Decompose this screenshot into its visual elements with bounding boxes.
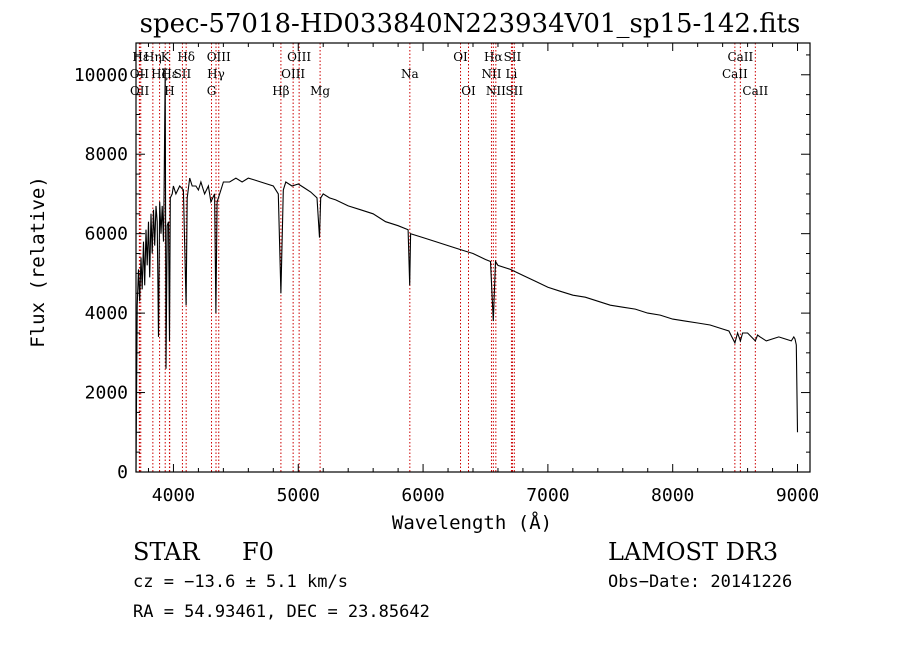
line-marker-label: Hδ	[177, 50, 195, 64]
line-marker-label: H	[164, 84, 174, 98]
x-tick-label: 8000	[651, 485, 694, 506]
line-marker-label: SII	[174, 67, 192, 81]
x-tick-label: 5000	[277, 485, 320, 506]
line-marker-label: NII	[481, 67, 501, 81]
plot-frame	[135, 42, 811, 473]
line-marker-label: CaII	[722, 67, 748, 81]
line-markers	[138, 43, 756, 472]
line-marker-label: Li	[506, 67, 518, 81]
line-marker-label: NII	[486, 84, 506, 98]
y-tick-label: 4000	[85, 303, 128, 324]
line-marker-label: OI	[453, 50, 468, 64]
line-marker-label: Hα	[484, 50, 503, 64]
obs-date-text: Obs−Date: 20141226	[608, 572, 793, 592]
line-marker-label: Hζ	[151, 67, 168, 81]
line-marker-label: OIII	[281, 67, 305, 81]
line-marker-label: OIII	[207, 50, 231, 64]
coordinates-text: RA = 54.93461, DEC = 23.85642	[133, 602, 430, 622]
object-class: STAR	[133, 538, 200, 566]
line-marker-label: SII	[504, 50, 522, 64]
line-marker-label: Na	[401, 67, 419, 81]
x-tick-label: 4000	[152, 485, 195, 506]
line-marker-label: K	[161, 50, 171, 64]
line-marker-label: CaII	[742, 84, 768, 98]
line-marker-label: Hη	[144, 50, 162, 64]
y-tick-label: 10000	[74, 65, 128, 86]
line-marker-label: OII	[130, 84, 150, 98]
line-marker-label: OII	[130, 67, 150, 81]
spectrum-line	[135, 70, 799, 473]
y-axis-label: Flux (relative)	[27, 176, 49, 348]
line-marker-label: OI	[461, 84, 476, 98]
spectral-subclass: F0	[242, 538, 274, 566]
y-tick-label: 8000	[85, 144, 128, 165]
line-marker-label: CaII	[727, 50, 753, 64]
survey-name: LAMOST DR3	[608, 538, 779, 566]
x-axis-ticks: 4000 5000 6000 7000 8000 9000	[147, 43, 819, 506]
x-tick-label: 9000	[776, 485, 819, 506]
line-marker-label: OIII	[287, 50, 311, 64]
y-axis-ticks: 0 2000 4000 6000 8000 10000	[74, 54, 810, 483]
y-tick-label: 2000	[85, 383, 128, 404]
line-marker-label: Mg	[310, 84, 330, 98]
y-tick-label: 0	[117, 462, 128, 483]
redshift-text: cz = −13.6 ± 5.1 km/s	[133, 572, 348, 592]
line-marker-label: SII	[505, 84, 523, 98]
y-tick-label: 6000	[85, 224, 128, 245]
chart-title: spec-57018-HD033840N223934V01_sp15-142.f…	[140, 9, 801, 39]
line-marker-label: Hβ	[272, 84, 289, 98]
line-marker-label: Hγ	[207, 67, 225, 81]
line-marker-label: G	[207, 84, 217, 98]
x-axis-label: Wavelength (Å)	[392, 511, 552, 534]
x-tick-label: 7000	[526, 485, 569, 506]
x-tick-label: 6000	[401, 485, 444, 506]
